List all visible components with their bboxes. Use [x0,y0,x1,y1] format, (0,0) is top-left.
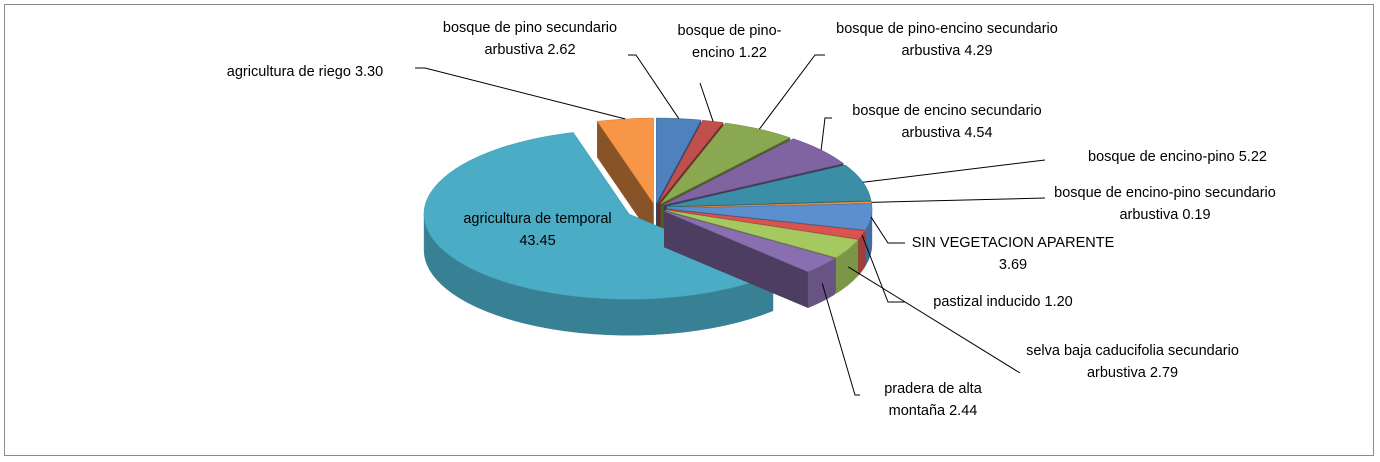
data-label: selva baja caducifolia secundario arbust… [1015,340,1250,384]
label-value: 43.45 [519,233,556,249]
slice [666,203,873,231]
slice [666,164,872,207]
label-category: agricultura de temporal [463,211,612,227]
label-category: agricultura de riego [226,64,351,80]
label-value: 1.20 [1044,294,1073,310]
slice [666,209,866,240]
data-label: bosque de pino secundario arbustiva 2.62 [425,17,635,61]
label-value: 1.22 [738,45,767,61]
leader-line [848,266,1021,374]
data-label: bosque de pino-encino 1.22 [672,20,787,64]
label-value: 5.22 [1238,149,1267,165]
slice [660,122,791,204]
leader-line [820,117,832,151]
slice [664,138,844,206]
label-value: 2.62 [547,42,576,58]
label-category: bosque de pino-encino secundario arbusti… [836,21,1058,59]
data-label: bosque de pino-encino secundario arbusti… [822,18,1072,62]
slice [657,119,724,204]
leader-line [758,54,825,130]
data-label: agricultura de temporal 43.45 [455,208,620,252]
label-category: selva baja caducifolia secundario arbust… [1026,343,1239,381]
slice [423,132,774,300]
data-label: pradera de alta montaña 2.44 [858,378,1008,422]
leader-line [628,54,680,119]
leader-line [415,67,626,120]
data-label: bosque de encino-pino secundario arbusti… [1040,182,1290,226]
label-value: 2.44 [949,403,978,419]
label-value: 3.69 [998,257,1028,273]
leader-line [862,159,1046,183]
data-label: SIN VEGETACION APARENTE 3.69 [898,232,1128,276]
label-category: bosque de encino-pino [1088,149,1235,165]
label-category: pastizal inducido [933,294,1041,310]
label-value: 0.19 [1182,207,1211,223]
data-label: bosque de encino secundario arbustiva 4.… [832,100,1062,144]
leader-line [699,82,714,122]
label-value: 3.30 [354,64,384,80]
data-label: pastizal inducido 1.20 [898,291,1108,313]
slice [664,210,836,273]
label-value: 4.29 [964,43,993,59]
label-category: pradera de alta montaña [884,381,982,419]
data-label: bosque de encino-pino 5.22 [1040,146,1315,168]
data-label: agricultura de riego 3.30 [190,61,420,83]
slice [596,117,654,205]
label-category: bosque de encino-pino secundario arbusti… [1054,185,1276,223]
leader-line [870,216,905,244]
slice [665,209,859,258]
chart-frame [4,4,1374,456]
label-value: 2.79 [1149,365,1179,381]
label-category: bosque de encino secundario arbustiva [852,103,1042,141]
label-value: 4.54 [964,125,993,141]
label-category: SIN VEGETACION APARENTE [911,235,1115,251]
leader-line [821,283,860,396]
slice [666,201,873,208]
label-category: bosque de pino-encino [677,23,782,61]
label-category: bosque de pino secundario arbustiva [442,20,618,58]
leader-line [871,197,1046,203]
leader-line [861,234,905,303]
slice [656,117,702,204]
